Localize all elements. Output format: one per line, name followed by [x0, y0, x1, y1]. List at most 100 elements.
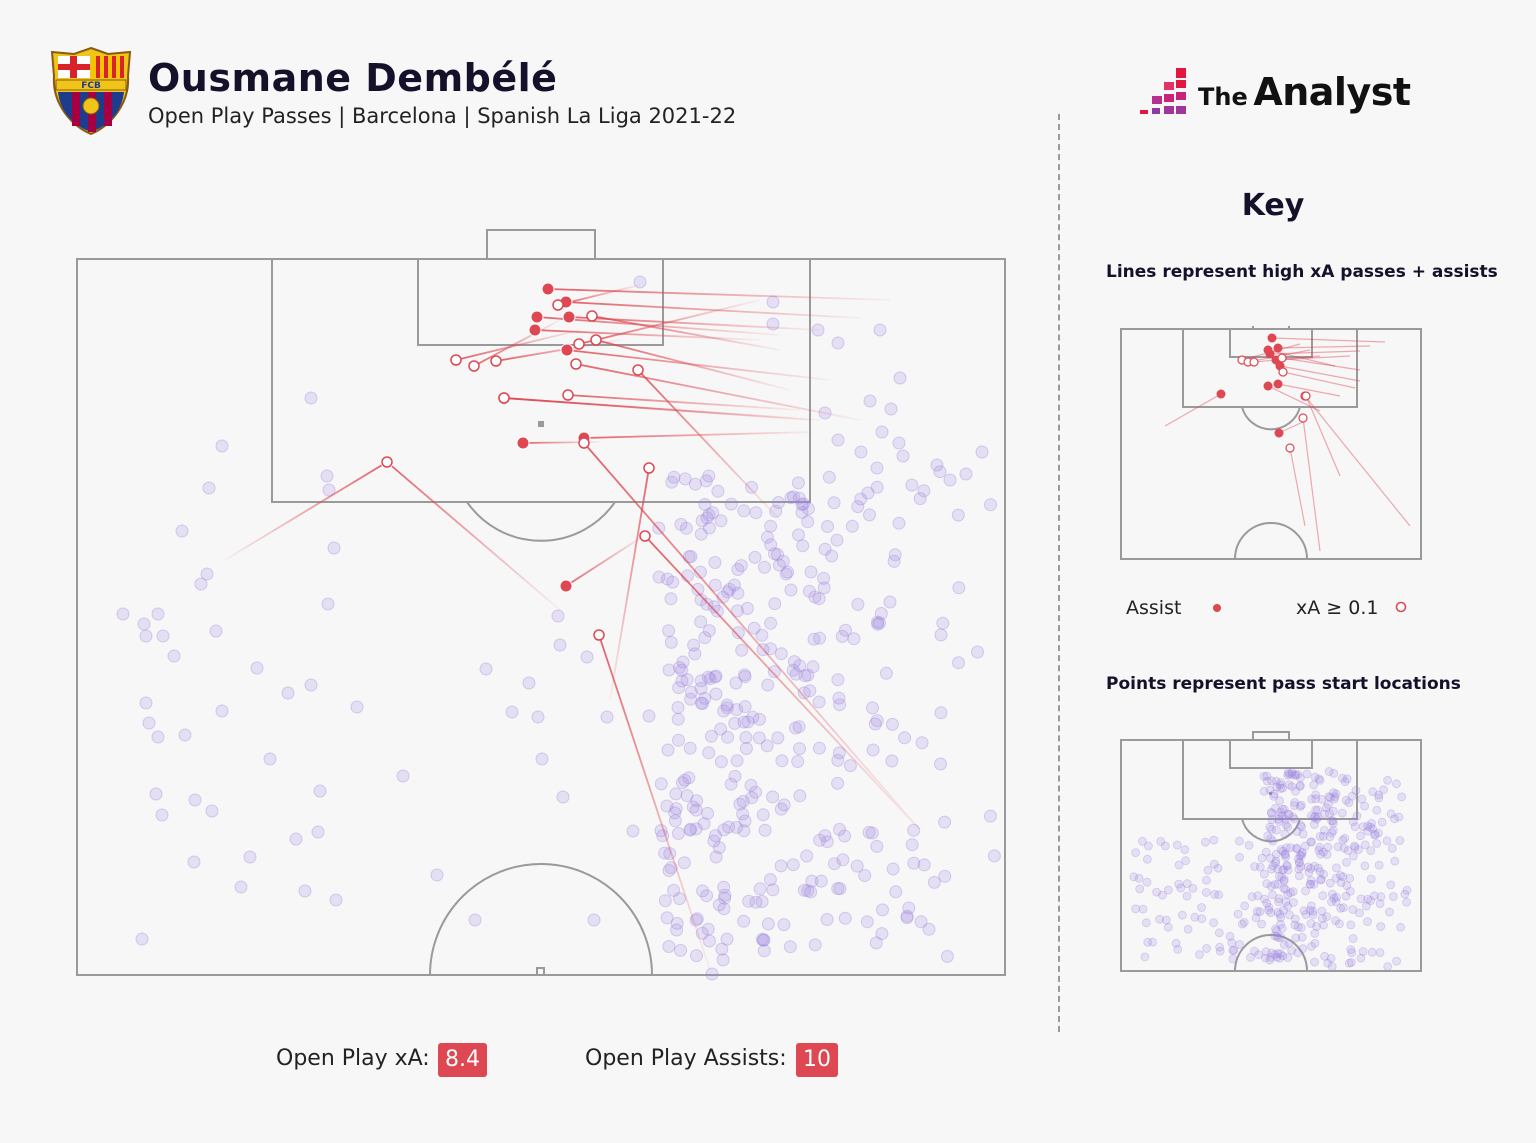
key-xa-marker	[1277, 353, 1287, 363]
pass-line	[565, 301, 861, 319]
key-pass-point	[1252, 907, 1262, 916]
pass-point	[686, 800, 700, 814]
key-pass-point	[1296, 851, 1306, 861]
key-pass-point	[1305, 905, 1315, 915]
pass-point	[940, 949, 954, 963]
key-pass-point	[1281, 852, 1291, 862]
key-pass-point	[1383, 962, 1393, 972]
pass-point	[139, 629, 153, 643]
pass-point	[738, 670, 752, 684]
key-xa-marker	[1298, 413, 1308, 423]
key-pass-point	[1376, 892, 1386, 902]
pitch-markings	[76, 229, 1006, 976]
pass-point	[738, 700, 752, 714]
key-pass-point	[1309, 780, 1319, 790]
the-analyst-logo-icon	[1140, 68, 1186, 114]
key-pass-line	[1267, 385, 1321, 412]
pass-point	[791, 476, 805, 490]
key-pass-point	[1363, 917, 1372, 927]
pass-point	[699, 474, 713, 488]
key-pass-point	[1379, 785, 1389, 795]
key-pass-point	[1366, 896, 1376, 906]
key-pass-point	[1180, 845, 1190, 855]
pass-point	[801, 502, 815, 516]
pass-point	[775, 754, 789, 768]
key-pass-point	[1310, 928, 1320, 938]
pass-point	[779, 567, 793, 581]
pass-point	[866, 743, 880, 757]
pass-line	[473, 319, 561, 367]
pass-point	[761, 678, 775, 692]
key-pass-point	[1270, 931, 1280, 941]
key-pass-point	[1324, 767, 1334, 776]
pass-point	[717, 880, 731, 894]
pass-point	[783, 940, 797, 954]
key-pass-point	[1360, 801, 1370, 811]
pass-point	[820, 835, 834, 849]
key-pass-point	[1331, 789, 1341, 799]
key-pass-point	[1310, 772, 1320, 782]
key-pass-point	[1268, 890, 1277, 900]
key-pass-point	[1326, 953, 1336, 963]
key-pass-point	[1360, 861, 1370, 871]
pass-point	[755, 628, 769, 642]
pass-point	[774, 859, 788, 873]
pass-point	[702, 508, 716, 522]
key-pass-point	[1346, 945, 1356, 955]
pass-point	[763, 873, 777, 887]
key-pass-point	[1270, 803, 1280, 813]
pass-point	[116, 607, 130, 621]
key-pass-point	[1281, 820, 1291, 830]
pass-point	[701, 922, 715, 936]
chart-subtitle: Open Play Passes | Barcelona | Spanish L…	[148, 104, 737, 128]
pass-start-points	[116, 275, 1001, 981]
key-pass-point	[1261, 953, 1270, 963]
pass-point	[774, 802, 788, 816]
pass-point	[556, 790, 570, 804]
pass-point	[796, 497, 810, 511]
pass-point	[767, 665, 781, 679]
key-pass-point	[1392, 956, 1402, 966]
key-pass-point	[1210, 889, 1219, 899]
pass-point	[716, 953, 730, 967]
key-pass-point	[1299, 906, 1309, 916]
pass-point	[187, 855, 201, 869]
pass-point	[795, 498, 809, 511]
pass-point	[531, 710, 545, 724]
key-pass-point	[1283, 953, 1293, 963]
pass-point	[800, 849, 814, 863]
xa-marker	[573, 338, 585, 350]
key-pass-point	[1203, 865, 1213, 875]
pass-point	[320, 469, 334, 483]
pass-point	[708, 556, 722, 569]
pass-point	[708, 578, 722, 592]
pass-point	[694, 674, 708, 688]
key-pass-point	[1267, 824, 1277, 834]
pass-point	[704, 729, 718, 743]
key-pass-point	[1327, 889, 1337, 899]
pass-point	[737, 824, 751, 838]
crest-text: FCB	[81, 81, 101, 91]
pass-point	[787, 655, 801, 669]
points-caption: Points represent pass start locations	[1106, 674, 1461, 694]
key-pass-point	[1369, 891, 1379, 901]
key-pass-point	[1284, 769, 1294, 779]
key-pass-point	[1367, 819, 1376, 828]
pass-point	[802, 584, 816, 598]
pass-point	[505, 705, 519, 719]
pass-point	[983, 809, 997, 823]
key-pass-point	[1239, 917, 1249, 927]
key-pass-point	[1319, 869, 1329, 879]
key-pass-point	[1259, 894, 1269, 904]
pass-point	[987, 849, 1001, 863]
penalty-arc	[466, 501, 616, 542]
xa-marker	[450, 354, 462, 366]
pass-point	[766, 883, 780, 897]
pass-point	[665, 475, 679, 489]
pass-point	[739, 742, 753, 755]
key-pass-point	[1142, 877, 1152, 887]
pass-point	[749, 506, 763, 520]
pass-point	[215, 704, 229, 718]
key-pass-point	[1202, 875, 1211, 885]
pass-point	[744, 778, 758, 792]
